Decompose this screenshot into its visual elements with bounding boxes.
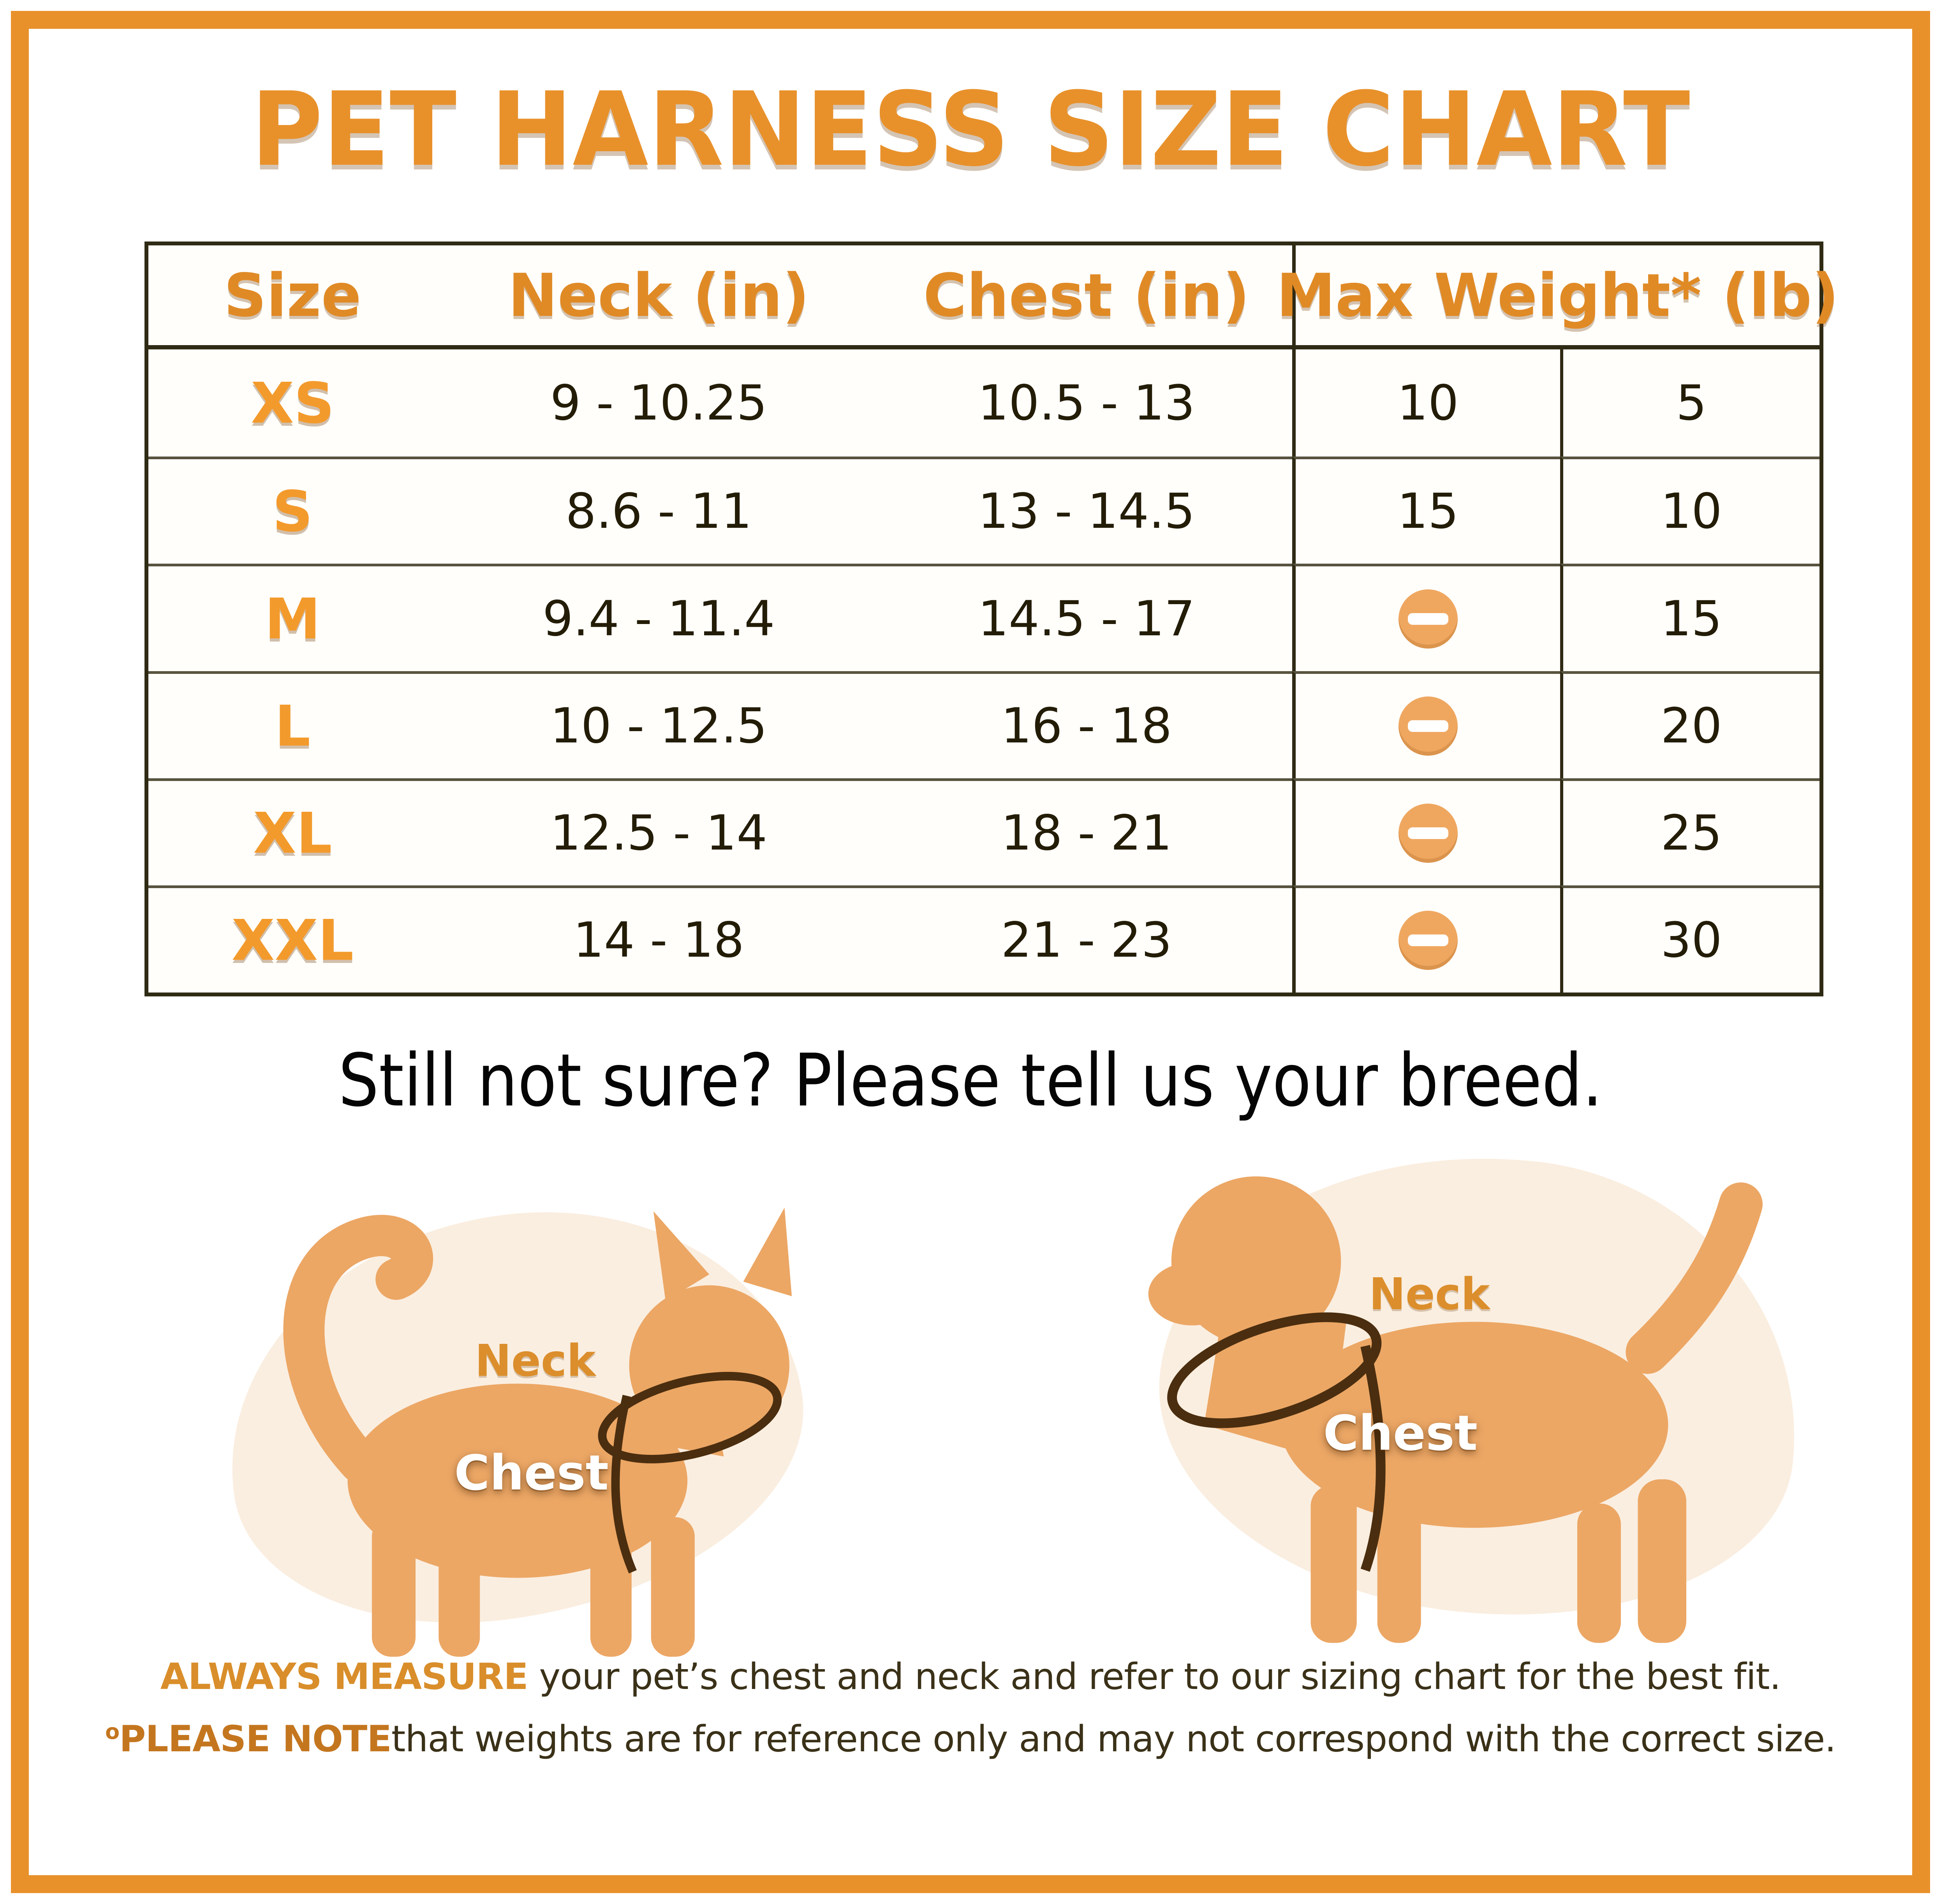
weight-cell-not-applicable [1292, 885, 1561, 993]
page-title: PET HARNESS SIZE CHART [251, 70, 1690, 189]
note-measure-highlight: ALWAYS MEASURE [160, 1655, 528, 1698]
neck-value: 12.5 - 14 [437, 778, 881, 885]
note-weights-text: that weights are for reference only and … [391, 1718, 1836, 1760]
chest-value: 21 - 23 [881, 885, 1293, 993]
cat-measurement-figure: Neck Chest [187, 1153, 872, 1675]
chest-value: 13 - 14.5 [881, 457, 1293, 564]
neck-value: 8.6 - 11 [437, 457, 881, 564]
header-max-weight: Max Weight* (lb) [1277, 245, 1839, 350]
header-size: Size [148, 245, 437, 350]
note-measure-text: your pet’s chest and neck and refer to o… [528, 1655, 1781, 1698]
weight-value-col2: 20 [1560, 671, 1819, 778]
weight-cell-not-applicable [1292, 564, 1561, 671]
cat-harness-lines [598, 1372, 782, 1574]
header-neck: Neck (in) [437, 245, 881, 350]
minus-icon [1398, 910, 1458, 970]
weight-value-col2: 30 [1560, 885, 1819, 993]
note-measure-line: ALWAYS MEASURE your pet’s chest and neck… [0, 1655, 1941, 1698]
minus-icon [1398, 803, 1458, 863]
note-weights-line: oPLEASE NOTEthat weights are for referen… [0, 1718, 1941, 1760]
neck-value: 14 - 18 [437, 885, 881, 993]
minus-bar [1407, 720, 1448, 732]
cat-silhouette-icon [283, 1208, 792, 1657]
dog-harness-lines [1167, 1312, 1386, 1572]
size-label: XXL [148, 885, 437, 993]
note-weights-highlight: PLEASE NOTE [119, 1718, 392, 1760]
dog-silhouette-icon [1148, 1176, 1763, 1643]
size-label: M [148, 564, 437, 671]
weight-value-col2: 15 [1560, 564, 1819, 671]
size-label: XS [250, 370, 335, 436]
minus-icon [1398, 589, 1458, 649]
size-chart-table: Size Neck (in) Chest (in) Max Weight* (l… [144, 242, 1839, 996]
neck-value: 9.4 - 11.4 [437, 564, 881, 671]
weight-value-col1: 10 [1292, 349, 1560, 457]
weight-value-col2: 25 [1560, 778, 1819, 885]
size-label: L [148, 671, 437, 778]
neck-value: 9 - 10.25 [550, 375, 768, 431]
chest-value: 16 - 18 [881, 671, 1293, 778]
footnotes: ALWAYS MEASURE your pet’s chest and neck… [0, 1655, 1941, 1780]
cat-body [283, 1208, 792, 1657]
minus-bar [1407, 934, 1448, 946]
size-label: XL [148, 778, 437, 885]
cat-chest-label: Chest [454, 1445, 609, 1502]
note-footnote-marker: o [105, 1719, 120, 1744]
weight-value-col2: 10 [1560, 457, 1819, 564]
minus-bar [1407, 613, 1448, 625]
cat-neck-label: Neck [475, 1336, 596, 1386]
chest-value: 10.5 - 13 [978, 375, 1195, 431]
minus-bar [1407, 827, 1448, 839]
dog-measurement-figure: Neck Chest [1087, 1122, 1850, 1667]
weight-value-col1: 15 [1292, 457, 1561, 564]
weight-value-col2: 5 [1560, 349, 1819, 457]
size-label: S [148, 457, 437, 564]
chest-value: 14.5 - 17 [881, 564, 1293, 671]
neck-value: 10 - 12.5 [437, 671, 881, 778]
header-chest: Chest (in) [881, 245, 1293, 350]
subtitle-text: Still not sure? Please tell us your bree… [338, 1038, 1603, 1123]
chest-value: 18 - 21 [881, 778, 1293, 885]
weight-cell-not-applicable [1292, 671, 1561, 778]
dog-chest-label: Chest [1323, 1405, 1478, 1461]
weight-cell-not-applicable [1292, 778, 1561, 885]
dog-neck-label: Neck [1369, 1269, 1490, 1320]
minus-icon [1398, 696, 1458, 756]
